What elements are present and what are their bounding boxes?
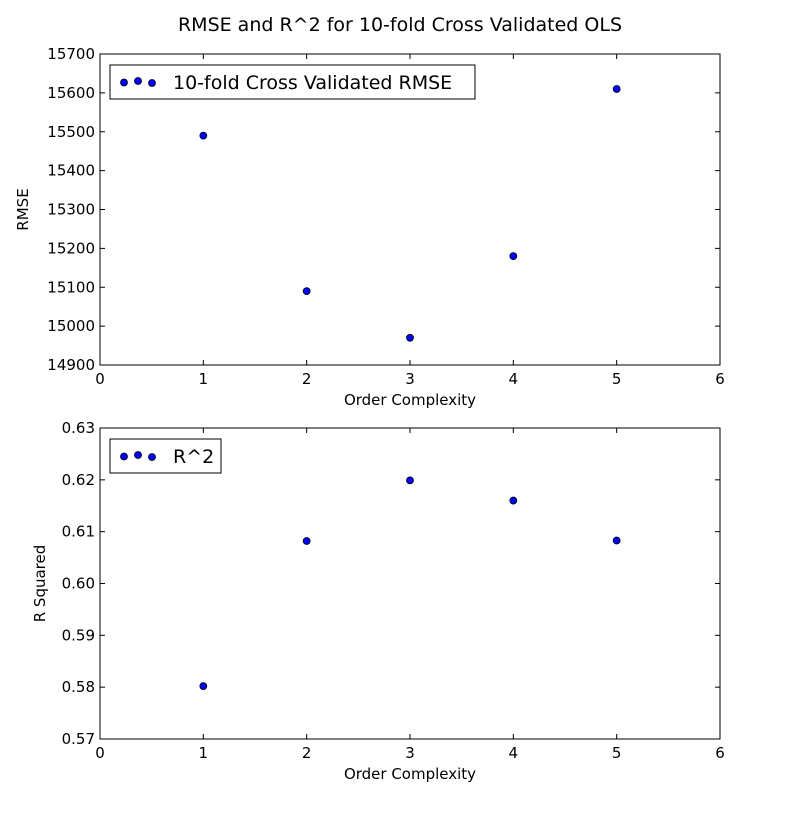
x-tick-label: 1 (199, 370, 209, 388)
data-point (406, 476, 414, 485)
x-tick-label: 3 (405, 370, 415, 388)
data-point (302, 287, 311, 296)
x-tick-label: 2 (302, 370, 312, 388)
x-axis-label: Order Complexity (344, 765, 476, 783)
x-tick-label: 4 (509, 370, 519, 388)
y-tick-label: 0.61 (62, 523, 95, 541)
legend-label: 10-fold Cross Validated RMSE (173, 72, 452, 94)
legend-marker (120, 452, 128, 461)
plot-area-frame (99, 53, 721, 366)
y-tick-label: 15600 (47, 84, 95, 102)
data-point (509, 252, 518, 261)
legend-label: R^2 (173, 446, 214, 468)
x-tick-label: 0 (95, 370, 105, 388)
legend-box (109, 64, 476, 100)
x-tick-label: 2 (302, 744, 312, 762)
x-tick-label: 6 (715, 370, 725, 388)
x-tick-label: 5 (612, 370, 622, 388)
x-tick-label: 5 (612, 744, 622, 762)
legend-box (109, 438, 222, 474)
x-tick-label: 1 (199, 744, 209, 762)
y-tick-label: 15500 (47, 123, 95, 141)
x-tick-label: 3 (405, 744, 415, 762)
y-axis-label: R Squared (31, 545, 49, 623)
y-tick-label: 15300 (47, 201, 95, 219)
y-tick-label: 15400 (47, 162, 95, 180)
plot-area-frame (99, 427, 721, 740)
rmse-panel: 0 1 2 3 4 5 6 14900 15000 15100 15200 15300 15400 155… (14, 45, 725, 409)
y-tick-label: 0.60 (62, 575, 95, 593)
y-tick-label: 0.58 (62, 678, 95, 696)
x-axis-label: Order Complexity (344, 391, 476, 409)
x-tick-label: 0 (95, 744, 105, 762)
y-tick-label: 14900 (47, 356, 95, 374)
legend-marker (120, 78, 128, 87)
legend-marker (134, 451, 142, 459)
data-point (612, 536, 621, 545)
y-axis-label: RMSE (14, 188, 32, 230)
figure-title: RMSE and R^2 for 10-fold Cross Validated… (178, 14, 622, 36)
legend-marker (134, 77, 142, 85)
y-tick-label: 15100 (47, 278, 95, 296)
data-point (199, 131, 208, 140)
data-point (612, 85, 621, 93)
r-squared-panel: 0 1 2 3 4 5 6 0.57 0.58 0.59 0.60 0.61 0.62 0.63 Order… (31, 419, 725, 783)
y-tick-label: 0.59 (62, 626, 95, 644)
legend-marker (148, 79, 156, 87)
data-point (199, 682, 208, 691)
data-point (302, 537, 311, 545)
y-tick-label: 15200 (47, 239, 95, 257)
x-tick-label: 6 (715, 744, 725, 762)
y-tick-label: 15000 (47, 317, 95, 335)
data-point (509, 496, 518, 505)
y-tick-label: 15700 (47, 45, 95, 63)
y-tick-label: 0.63 (62, 419, 95, 437)
data-point (406, 333, 414, 342)
y-tick-label: 0.57 (62, 730, 95, 748)
y-tick-label: 0.62 (62, 471, 95, 489)
legend-marker (148, 453, 156, 461)
x-tick-label: 4 (509, 744, 519, 762)
